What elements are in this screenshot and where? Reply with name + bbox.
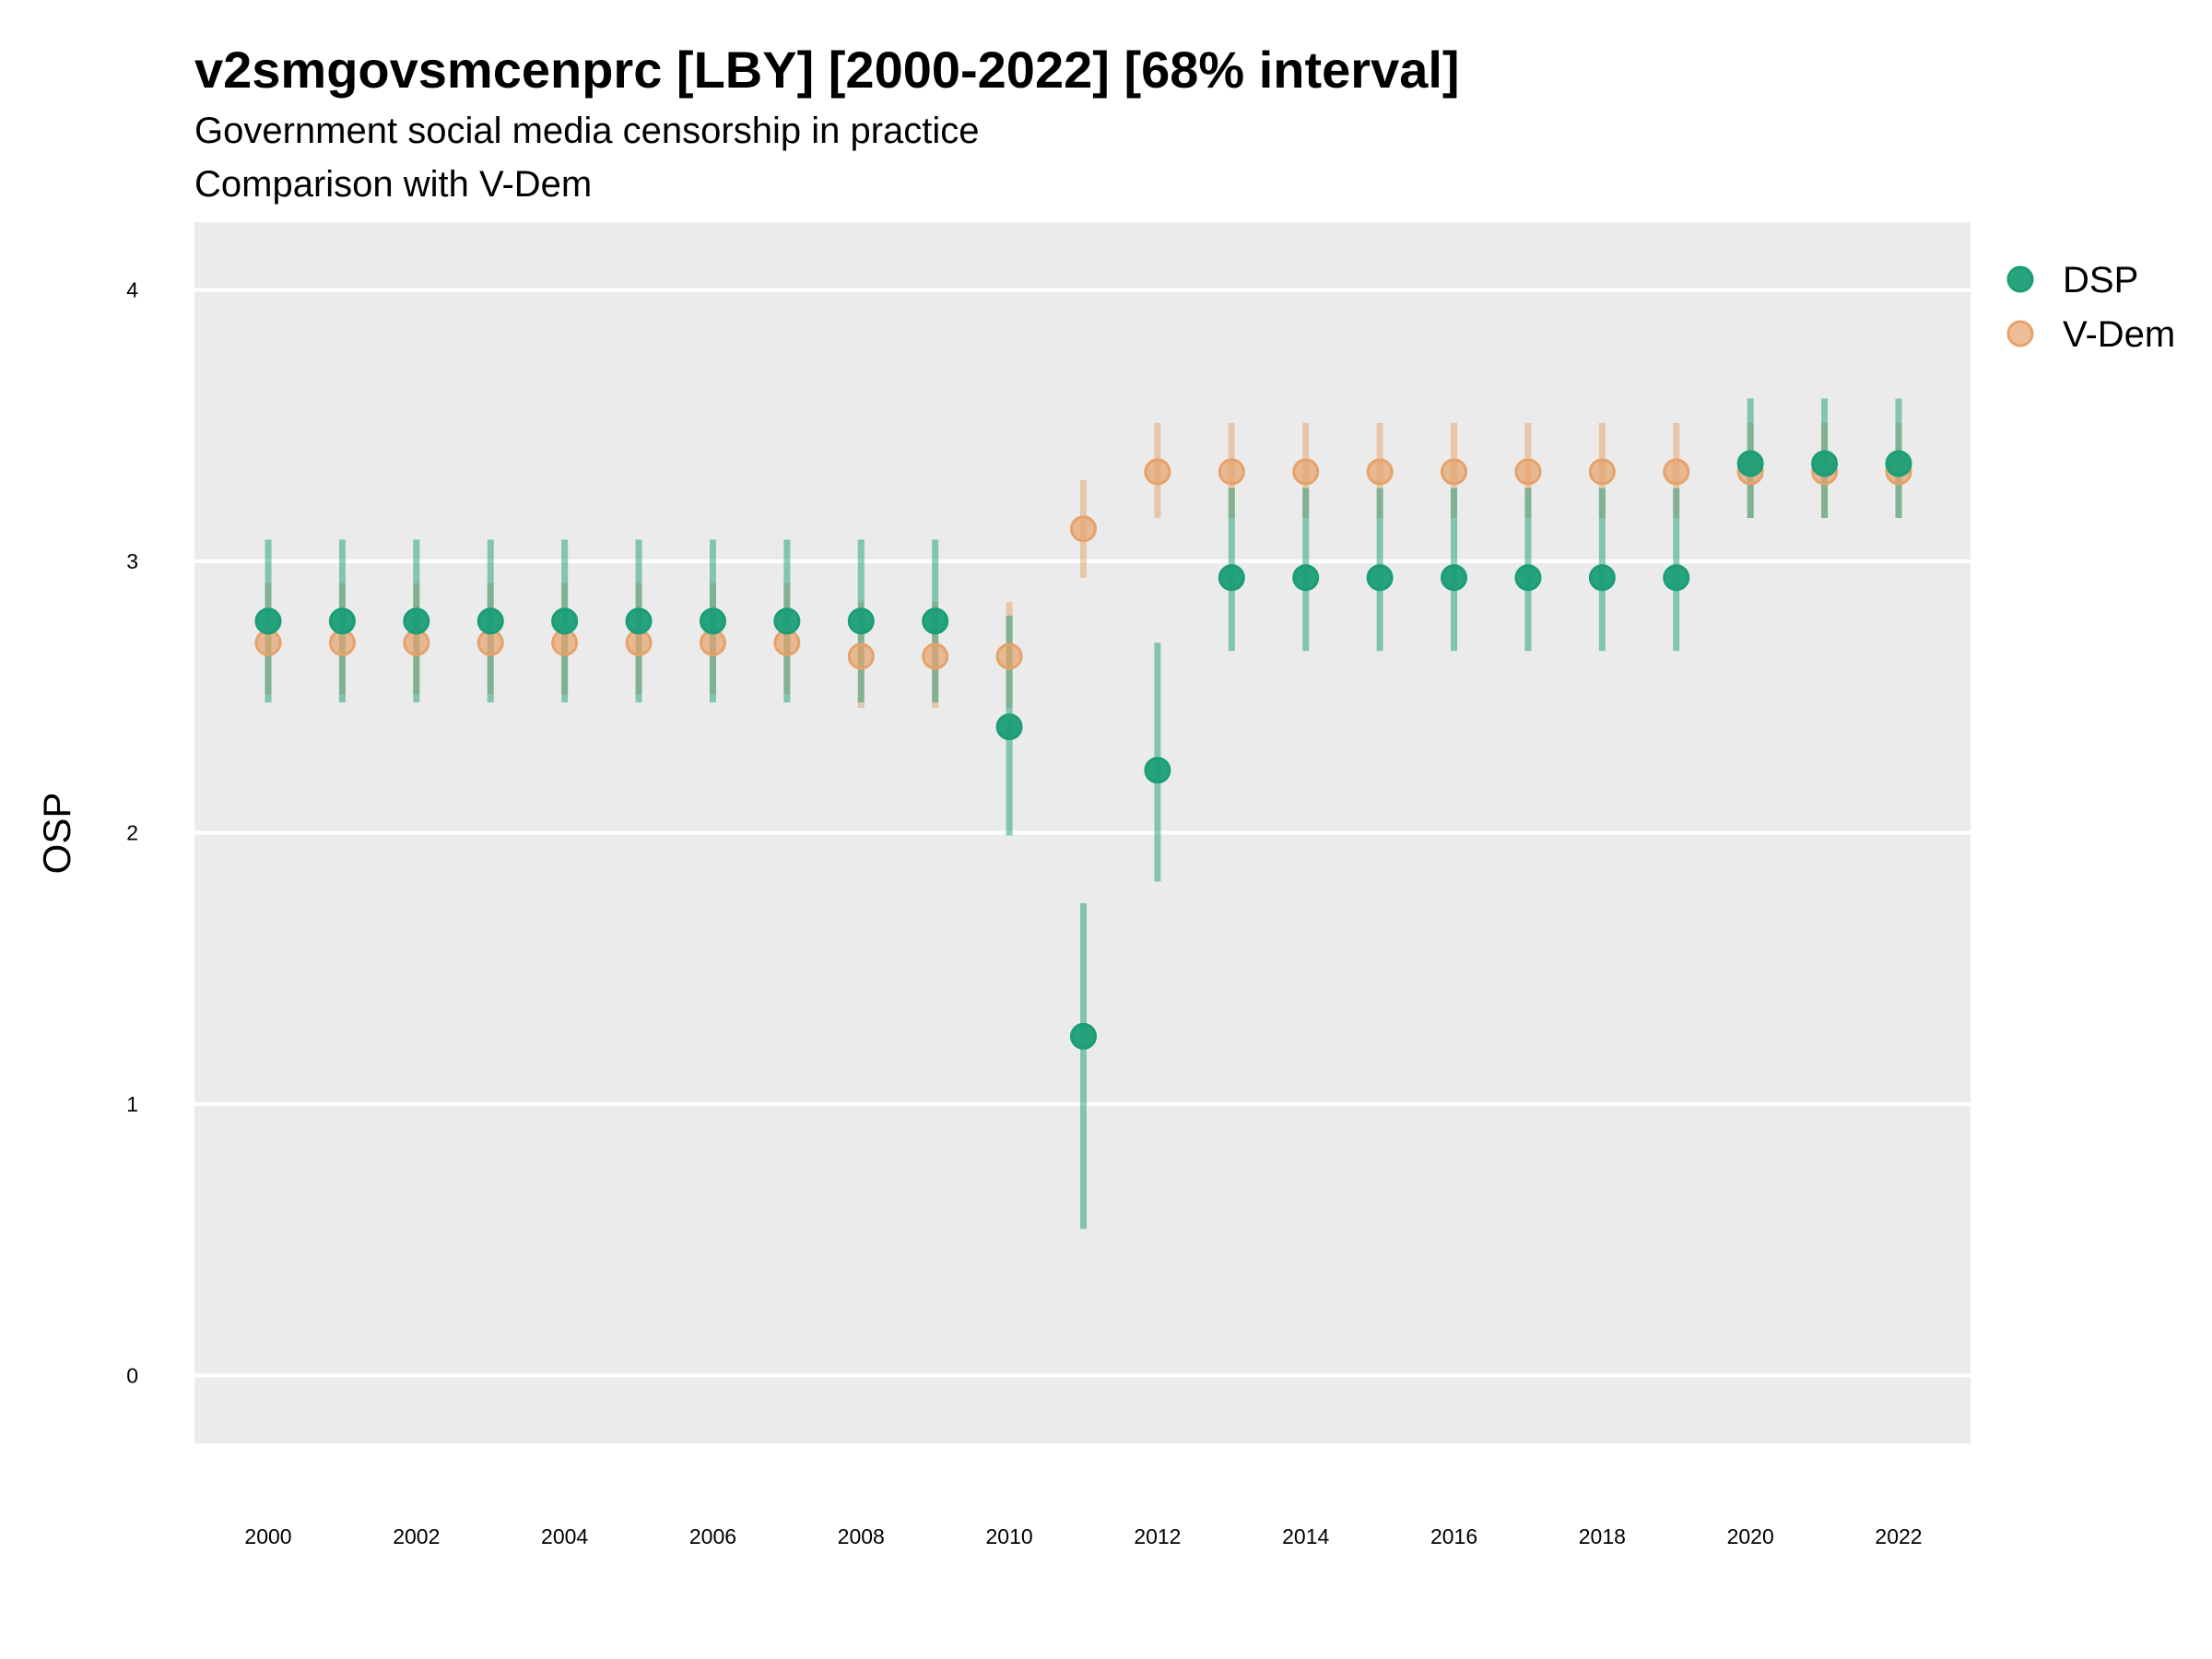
data-point bbox=[1292, 458, 1320, 486]
x-tick-label: 2010 bbox=[986, 1524, 1033, 1548]
data-point bbox=[328, 607, 356, 635]
data-point bbox=[1588, 458, 1616, 486]
x-tick-label: 2006 bbox=[689, 1524, 736, 1548]
y-tick-label: 2 bbox=[126, 821, 138, 845]
data-point bbox=[1441, 564, 1468, 592]
y-tick-label: 4 bbox=[126, 278, 138, 302]
data-marks bbox=[254, 398, 1912, 1230]
data-point bbox=[1514, 564, 1542, 592]
y-tick-label: 3 bbox=[126, 549, 138, 573]
data-point bbox=[625, 607, 653, 635]
data-point bbox=[1663, 564, 1690, 592]
data-point bbox=[403, 607, 430, 635]
data-point bbox=[1144, 757, 1171, 784]
chart-caption: Comparison with V-Dem bbox=[194, 164, 592, 205]
data-point bbox=[1588, 564, 1616, 592]
data-point bbox=[1441, 458, 1468, 486]
data-point bbox=[995, 642, 1023, 670]
x-tick-label: 2000 bbox=[244, 1524, 291, 1548]
y-tick-labels: 0 1 2 3 4 bbox=[126, 278, 138, 1388]
y-tick-label: 1 bbox=[126, 1092, 138, 1116]
data-point bbox=[1885, 450, 1912, 477]
data-point bbox=[847, 642, 875, 670]
data-point bbox=[847, 607, 875, 635]
data-point bbox=[1144, 458, 1171, 486]
data-point bbox=[254, 607, 282, 635]
x-tick-label: 2002 bbox=[393, 1524, 440, 1548]
data-point bbox=[1736, 450, 1764, 477]
x-tick-label: 2016 bbox=[1430, 1524, 1477, 1548]
legend-marker bbox=[2006, 320, 2034, 347]
chart-title: v2smgovsmcenprc [LBY] [2000-2022] [68% i… bbox=[194, 41, 1460, 99]
x-tick-label: 2004 bbox=[541, 1524, 588, 1548]
data-point bbox=[773, 607, 801, 635]
data-point bbox=[922, 642, 949, 670]
data-point bbox=[1218, 564, 1245, 592]
x-tick-label: 2018 bbox=[1579, 1524, 1626, 1548]
x-tick-label: 2020 bbox=[1727, 1524, 1774, 1548]
y-tick-label: 0 bbox=[126, 1363, 138, 1387]
data-point bbox=[699, 607, 726, 635]
data-point bbox=[1663, 458, 1690, 486]
data-point bbox=[1366, 564, 1394, 592]
data-point bbox=[551, 607, 579, 635]
legend-label: DSP bbox=[2063, 260, 2138, 300]
y-axis-label: OSP bbox=[35, 793, 78, 875]
legend-label: V-Dem bbox=[2063, 314, 2175, 355]
data-point bbox=[1366, 458, 1394, 486]
data-point bbox=[1811, 450, 1839, 477]
data-point bbox=[1218, 458, 1245, 486]
x-tick-label: 2014 bbox=[1282, 1524, 1329, 1548]
legend-marker bbox=[2006, 265, 2034, 293]
data-point bbox=[922, 607, 949, 635]
legend: DSP V-Dem bbox=[2006, 260, 2175, 355]
x-tick-labels: 2000 2002 2004 2006 2008 2010 2012 2014 2016 2018… bbox=[244, 1524, 1922, 1548]
x-tick-label: 2012 bbox=[1134, 1524, 1181, 1548]
data-point bbox=[995, 713, 1023, 741]
x-tick-label: 2008 bbox=[838, 1524, 885, 1548]
data-point bbox=[1070, 515, 1097, 543]
points-dsp bbox=[254, 450, 1912, 1050]
data-point bbox=[1292, 564, 1320, 592]
chart-subtitle: Government social media censorship in pr… bbox=[194, 111, 980, 151]
data-point bbox=[477, 607, 504, 635]
data-point bbox=[1514, 458, 1542, 486]
x-tick-label: 2022 bbox=[1875, 1524, 1922, 1548]
data-point bbox=[1070, 1022, 1097, 1050]
